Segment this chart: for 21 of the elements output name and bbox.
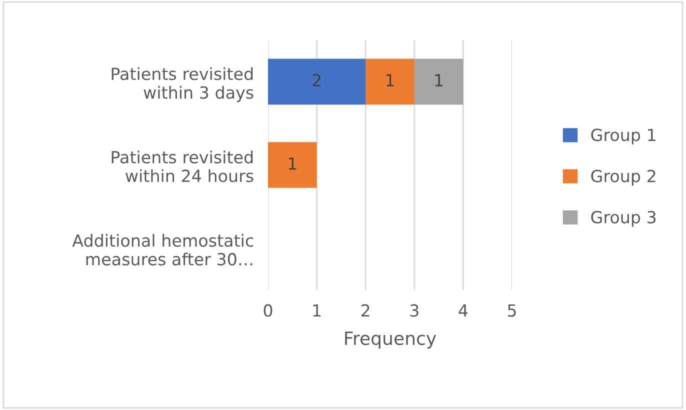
data-label: 2	[312, 74, 320, 86]
legend-label: Group 3	[591, 210, 656, 227]
x-tick-label: 2	[362, 304, 370, 317]
bar	[268, 58, 366, 105]
bar	[268, 142, 317, 188]
legend-label: Group 1	[591, 128, 656, 144]
x-axis-title: Frequency	[345, 332, 436, 349]
x-tick-label: 3	[410, 304, 418, 317]
x-tick-label: 1	[313, 304, 321, 317]
y-tick-label: Patients revisited within 24 hours	[112, 150, 254, 182]
bar	[366, 58, 414, 105]
data-label: 1	[435, 74, 443, 86]
bar	[414, 58, 464, 105]
x-tick-label: 5	[508, 304, 516, 317]
x-tick-label: 0	[264, 304, 272, 317]
data-label: 1	[386, 74, 394, 86]
data-label: 1	[288, 157, 296, 170]
y-tick-label: Patients revisited within 3 days	[112, 67, 254, 102]
x-tick-label: 4	[458, 304, 468, 317]
y-tick-label: Additional hemostatic measures after 30…	[72, 234, 254, 266]
legend-label: Group 2	[591, 170, 656, 186]
